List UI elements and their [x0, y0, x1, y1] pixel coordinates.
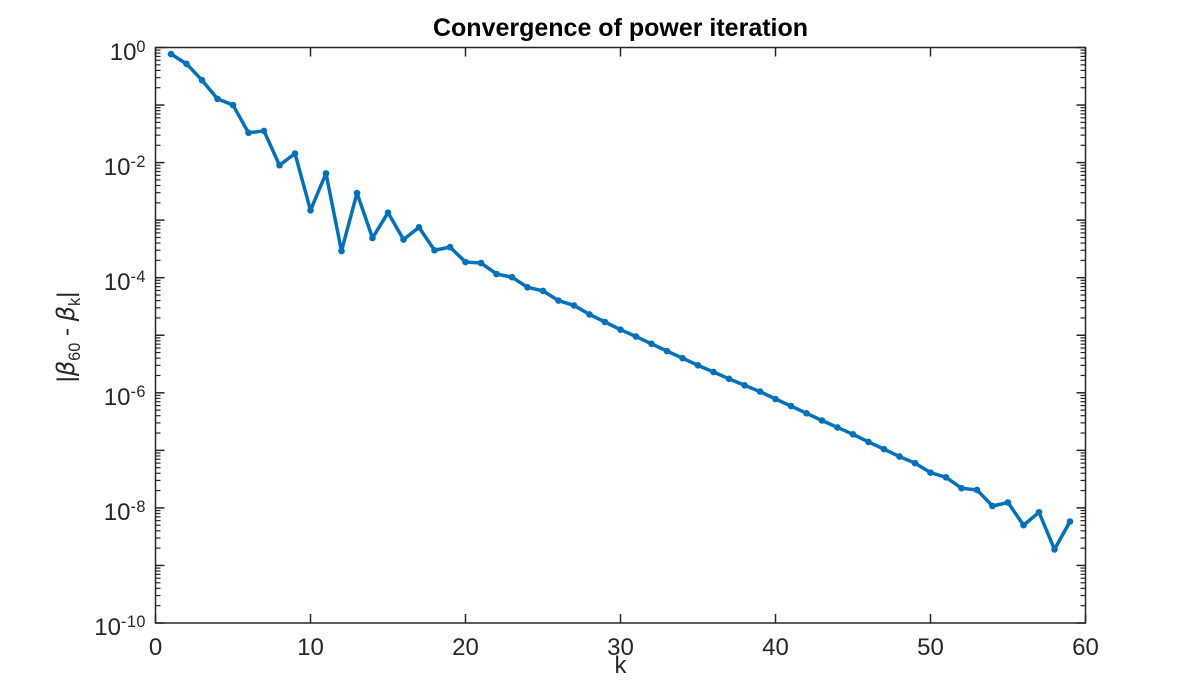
data-point-marker [276, 161, 283, 169]
data-point-marker [338, 247, 345, 255]
data-point-marker [896, 453, 903, 460]
data-point-marker [555, 297, 562, 304]
data-point-marker [601, 318, 609, 326]
y-tick-label: 10-8 [103, 497, 146, 527]
data-point-marker [400, 236, 407, 243]
data-point-marker [446, 243, 454, 251]
data-point-marker [462, 258, 469, 266]
ylabel-minus: - [53, 321, 80, 343]
y-tick-label: 100 [109, 37, 146, 66]
data-point-marker [353, 189, 361, 197]
data-point-marker [214, 95, 221, 103]
ylabel-sub-60: 60 [65, 342, 84, 361]
data-point-marker [865, 438, 872, 446]
data-line [169, 52, 1072, 552]
data-point-marker [245, 129, 252, 137]
data-point-marker [260, 127, 268, 135]
y-tick-label: 10-6 [103, 382, 146, 411]
data-point-marker [927, 469, 934, 476]
ylabel-beta-60: β [52, 360, 80, 377]
data-point-marker [415, 224, 423, 231]
data-point-marker [725, 375, 733, 383]
data-point-marker [508, 273, 516, 281]
data-point-marker [586, 311, 593, 318]
data-point-marker [756, 388, 764, 395]
y-tick-label: 10-10 [94, 613, 146, 642]
data-point-marker [958, 484, 965, 492]
y-tick-label: 10-2 [103, 152, 146, 181]
ylabel-beta-k: β [52, 306, 80, 322]
data-point-marker [989, 502, 996, 510]
x-tick-label: 50 [917, 634, 944, 661]
x-axis-label: k [614, 652, 627, 679]
data-point-marker [1051, 546, 1058, 553]
x-tick-label: 20 [452, 634, 479, 661]
data-point-marker [1004, 499, 1012, 506]
x-tick-label: 40 [762, 634, 789, 661]
axes-box [154, 46, 1087, 624]
data-point-marker [679, 354, 686, 362]
y-axis-label: |β60 - βk| [50, 187, 84, 487]
data-point-marker [911, 459, 919, 467]
data-point-marker [477, 259, 485, 267]
data-point-marker [741, 382, 748, 389]
data-point-marker [1035, 508, 1043, 516]
data-point-marker [694, 362, 702, 369]
data-point-marker [648, 340, 655, 348]
data-point-marker [942, 474, 950, 481]
ylabel-sub-k: k [65, 297, 84, 307]
data-point-marker [617, 326, 624, 333]
data-point-marker [291, 150, 299, 157]
x-tick-label: 0 [148, 634, 163, 661]
data-point-marker [229, 101, 237, 109]
data-point-marker [570, 302, 578, 309]
data-point-marker [307, 207, 314, 214]
data-point-marker [710, 368, 717, 376]
data-point-marker [183, 60, 190, 68]
data-point-marker [973, 486, 981, 494]
x-tick-label: 10 [297, 634, 324, 661]
data-point-marker [524, 284, 531, 291]
x-tick-label: 30 [607, 634, 634, 661]
data-point-marker [539, 287, 547, 295]
data-point-marker [384, 209, 392, 216]
y-tick-label: 10-4 [103, 267, 146, 296]
data-point-marker [167, 50, 175, 58]
data-point-marker [431, 246, 438, 254]
data-point-marker [880, 445, 888, 453]
data-point-marker [493, 270, 500, 278]
data-point-marker [787, 402, 795, 410]
data-point-marker [198, 76, 206, 84]
data-point-marker [1020, 521, 1027, 529]
data-point-marker [818, 417, 826, 424]
data-point-marker [632, 333, 640, 340]
data-point-marker [849, 431, 857, 438]
data-point-marker [663, 347, 671, 355]
x-tick-label: 60 [1072, 634, 1099, 661]
data-point-marker [834, 424, 841, 431]
data-point-marker [772, 395, 779, 403]
data-point-marker [369, 234, 376, 242]
chart-title: Convergence of power iteration [432, 14, 809, 42]
ylabel-close-bar: | [53, 291, 80, 298]
data-point-marker [803, 410, 810, 417]
data-point-marker [1066, 518, 1074, 525]
data-point-marker [322, 170, 330, 177]
